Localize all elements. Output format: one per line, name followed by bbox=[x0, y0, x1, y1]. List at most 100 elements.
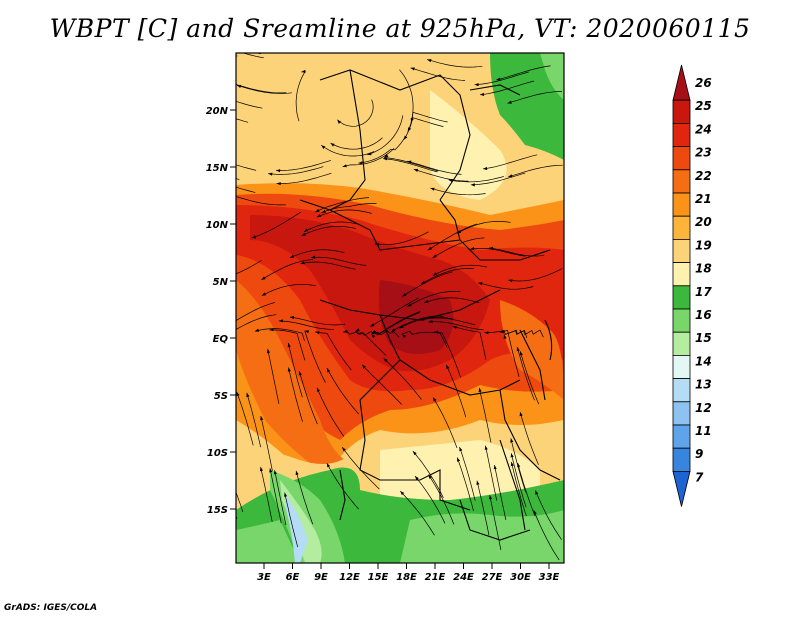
streamline bbox=[474, 71, 529, 86]
streamline-layer bbox=[185, 38, 563, 561]
streamline-arrow bbox=[273, 470, 277, 475]
streamline-arrow bbox=[236, 391, 240, 397]
grads-credit: GrADS: IGES/COLA bbox=[4, 603, 98, 613]
streamline bbox=[434, 331, 461, 378]
streamline bbox=[326, 367, 359, 415]
streamline bbox=[383, 158, 438, 173]
streamline bbox=[371, 312, 421, 336]
colorbar-swatch bbox=[672, 146, 691, 171]
streamline-arrow bbox=[402, 293, 407, 297]
streamline bbox=[330, 137, 383, 150]
streamline-arrow bbox=[510, 462, 514, 467]
streamline bbox=[489, 495, 502, 550]
streamline-arrow bbox=[459, 447, 463, 452]
streamline-arrow bbox=[269, 328, 274, 332]
streamline-arrow bbox=[402, 334, 407, 339]
streamline-arrow bbox=[510, 453, 514, 458]
streamline-arrow bbox=[225, 324, 229, 327]
streamline-arrow bbox=[260, 416, 264, 421]
streamline bbox=[476, 480, 490, 536]
streamline bbox=[255, 53, 261, 55]
colorbar-label: 17 bbox=[695, 285, 712, 299]
streamline-arrow bbox=[311, 255, 316, 259]
streamline-arrow bbox=[317, 214, 322, 218]
streamline-arrow bbox=[289, 254, 295, 258]
lon-tick-label: 15E bbox=[368, 572, 389, 583]
streamline-arrow bbox=[287, 343, 291, 348]
colorbar-label: 11 bbox=[695, 424, 712, 438]
streamline bbox=[261, 284, 316, 296]
map-title: WBPT [C] and Sreamline at 925hPa, VT: 20… bbox=[49, 14, 751, 43]
streamline bbox=[261, 259, 314, 281]
colorbar-swatch bbox=[672, 169, 691, 194]
streamline-arrow bbox=[399, 324, 404, 329]
streamline-arrow bbox=[407, 160, 412, 164]
streamline-arrow bbox=[315, 208, 320, 213]
streamline bbox=[267, 348, 280, 404]
streamline-arrow bbox=[326, 463, 331, 468]
streamline-arrow bbox=[508, 279, 513, 283]
streamline bbox=[358, 137, 406, 164]
streamline bbox=[484, 329, 528, 339]
streamline-arrow bbox=[251, 235, 256, 239]
colorbar-swatch bbox=[672, 331, 691, 356]
streamline-arrow bbox=[484, 331, 489, 335]
streamline-arrow bbox=[207, 38, 211, 41]
colorbar-swatch bbox=[672, 215, 691, 240]
streamline bbox=[242, 53, 264, 59]
colorbar-swatch bbox=[672, 378, 691, 403]
streamline bbox=[427, 223, 478, 251]
lon-tick-label: 33E bbox=[539, 572, 560, 583]
colorbar-label: 19 bbox=[695, 238, 712, 252]
streamline-arrow bbox=[384, 154, 389, 158]
streamline-arrow bbox=[321, 145, 326, 149]
streamline-arrow bbox=[287, 367, 291, 372]
streamline-arrow bbox=[474, 83, 479, 87]
lat-tick-label: EQ bbox=[213, 334, 229, 345]
colorbar-label: 15 bbox=[695, 331, 712, 345]
streamline-arrow bbox=[246, 392, 250, 398]
lon-tick-label: 12E bbox=[339, 572, 360, 583]
streamline bbox=[420, 268, 474, 285]
streamline bbox=[432, 264, 487, 276]
streamline bbox=[456, 457, 474, 512]
streamline bbox=[407, 291, 461, 307]
streamline-arrow bbox=[355, 328, 360, 332]
streamline-arrow bbox=[342, 164, 347, 168]
streamline bbox=[470, 247, 526, 257]
streamline bbox=[343, 330, 387, 356]
streamline-arrow bbox=[269, 468, 273, 473]
streamline-arrow bbox=[488, 495, 493, 500]
streamline-arrow bbox=[259, 466, 263, 472]
streamline bbox=[430, 187, 486, 196]
streamline-arrow bbox=[231, 195, 235, 198]
colorbar-swatch bbox=[672, 262, 691, 287]
streamline bbox=[355, 330, 400, 338]
streamline-arrow bbox=[261, 292, 267, 296]
streamline-arrow bbox=[261, 276, 266, 280]
colorbar-swatch bbox=[672, 354, 691, 379]
lat-tick-label: 10N bbox=[206, 220, 229, 231]
streamline bbox=[276, 160, 332, 171]
lat-tick-label: 5N bbox=[213, 277, 229, 288]
streamline bbox=[517, 463, 536, 517]
colorbar-swatch bbox=[672, 238, 691, 263]
streamline bbox=[414, 475, 446, 524]
colorbar-label: 18 bbox=[695, 262, 712, 276]
streamline-arrow bbox=[315, 331, 320, 335]
streamline-arrow bbox=[185, 167, 189, 170]
streamline bbox=[254, 328, 305, 341]
streamline bbox=[236, 314, 277, 330]
streamline bbox=[236, 391, 254, 446]
streamline bbox=[268, 166, 324, 175]
streamline-arrow bbox=[407, 303, 412, 307]
streamline-arrow bbox=[266, 348, 271, 354]
streamline-arrow bbox=[337, 119, 342, 124]
streamline-arrow bbox=[476, 480, 480, 485]
streamline bbox=[304, 330, 326, 383]
streamline-arrow bbox=[295, 470, 299, 476]
colorbar-label: 13 bbox=[695, 378, 712, 392]
streamline bbox=[384, 157, 439, 172]
streamline-arrow bbox=[208, 93, 212, 96]
